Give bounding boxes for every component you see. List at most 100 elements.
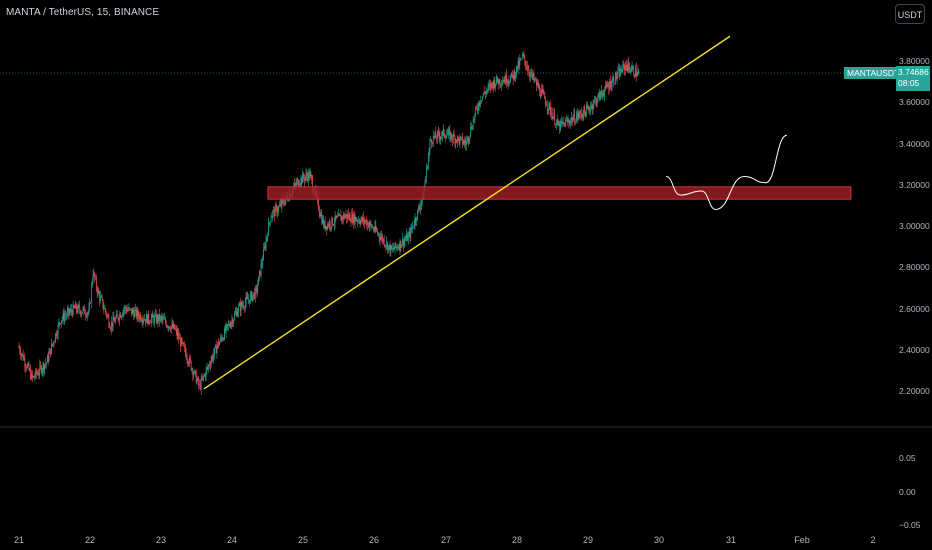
projection-path bbox=[665, 134, 788, 211]
candle-body bbox=[343, 214, 344, 220]
candle-body bbox=[88, 308, 90, 313]
currency-button[interactable]: USDT bbox=[895, 4, 925, 24]
candle-body bbox=[358, 220, 359, 222]
candle-body bbox=[129, 307, 130, 309]
candle-body bbox=[635, 68, 637, 77]
candle-body bbox=[380, 236, 382, 240]
candle-body bbox=[90, 302, 91, 303]
candle-body bbox=[78, 305, 80, 307]
candle-body bbox=[271, 216, 273, 218]
candle-body bbox=[592, 105, 594, 110]
candle-body bbox=[167, 326, 169, 328]
candle-body bbox=[336, 216, 338, 219]
candle-body bbox=[24, 358, 26, 366]
time-tick: 25 bbox=[297, 535, 309, 545]
candle-body bbox=[627, 61, 629, 71]
candle-body bbox=[165, 322, 167, 327]
candle-body bbox=[302, 174, 304, 183]
candle-body bbox=[393, 249, 395, 250]
candle-body bbox=[452, 133, 454, 140]
candle-body bbox=[463, 140, 465, 144]
candle-body bbox=[138, 315, 140, 319]
candle-body bbox=[527, 69, 529, 71]
candle-body bbox=[66, 315, 67, 317]
candle-body bbox=[561, 121, 563, 124]
candle-body bbox=[96, 287, 98, 294]
candle-body bbox=[160, 316, 161, 321]
candle-body bbox=[324, 221, 326, 229]
candle-body bbox=[447, 134, 448, 136]
candle-body bbox=[104, 308, 106, 310]
candle-body bbox=[84, 306, 86, 315]
candle-body bbox=[224, 328, 226, 332]
candle-body bbox=[488, 85, 490, 87]
candle-body bbox=[26, 365, 28, 369]
candle-body bbox=[597, 94, 599, 101]
candle-body bbox=[486, 90, 487, 95]
candle-body bbox=[180, 337, 181, 346]
candle-body bbox=[189, 357, 190, 364]
candle-body bbox=[454, 136, 456, 144]
candle-body bbox=[545, 98, 546, 105]
candle-body bbox=[117, 315, 119, 320]
candle-body bbox=[505, 74, 506, 83]
candle-body bbox=[155, 313, 156, 317]
candle-body bbox=[446, 135, 447, 139]
candle-body bbox=[280, 203, 282, 207]
candle-body bbox=[425, 177, 427, 184]
candle-body bbox=[551, 113, 553, 119]
candle-body bbox=[603, 95, 605, 97]
candle-body bbox=[540, 93, 541, 97]
candle-body bbox=[293, 183, 295, 188]
candle-body bbox=[223, 338, 224, 340]
candle-body bbox=[332, 217, 333, 226]
candle-body bbox=[108, 316, 110, 326]
candle-body bbox=[595, 98, 597, 105]
candle-body bbox=[202, 376, 204, 380]
candle-body bbox=[355, 216, 357, 221]
candle-body bbox=[81, 312, 82, 315]
candle-body bbox=[226, 324, 228, 326]
candle-body bbox=[99, 293, 101, 301]
candle-body bbox=[381, 235, 383, 237]
candle-body bbox=[349, 214, 351, 222]
candle-body bbox=[41, 366, 42, 374]
candle-body bbox=[75, 303, 76, 309]
candle-body bbox=[407, 234, 409, 241]
candle-body bbox=[56, 334, 58, 337]
price-tick: 3.80000 bbox=[899, 56, 930, 66]
candle-body bbox=[201, 378, 203, 380]
candle-body bbox=[392, 247, 393, 250]
candle-body bbox=[410, 227, 412, 239]
candle-body bbox=[105, 312, 107, 317]
candle-body bbox=[547, 108, 549, 110]
candle-body bbox=[154, 316, 155, 323]
candle-body bbox=[637, 71, 639, 76]
candle-body bbox=[383, 238, 384, 242]
candle-body bbox=[259, 271, 261, 276]
candle-body bbox=[26, 366, 27, 369]
candle-body bbox=[602, 93, 604, 96]
candle-body bbox=[258, 276, 259, 286]
candle-body bbox=[521, 58, 522, 60]
candle-body bbox=[62, 312, 64, 319]
candle-body bbox=[242, 305, 244, 307]
candle-body bbox=[368, 225, 370, 228]
candle-body bbox=[568, 120, 570, 123]
candle-body bbox=[525, 60, 526, 67]
candle-body bbox=[589, 109, 591, 112]
candle-body bbox=[187, 359, 189, 364]
candle-body bbox=[358, 220, 360, 223]
candle-body bbox=[127, 310, 129, 311]
candle-body bbox=[373, 230, 375, 231]
candle-body bbox=[323, 221, 325, 227]
candle-body bbox=[367, 222, 368, 226]
candle-body bbox=[157, 315, 159, 322]
candle-body bbox=[61, 318, 63, 321]
candle-body bbox=[483, 91, 485, 95]
candle-body bbox=[343, 214, 345, 219]
candle-body bbox=[48, 353, 50, 362]
candle-body bbox=[71, 311, 73, 316]
